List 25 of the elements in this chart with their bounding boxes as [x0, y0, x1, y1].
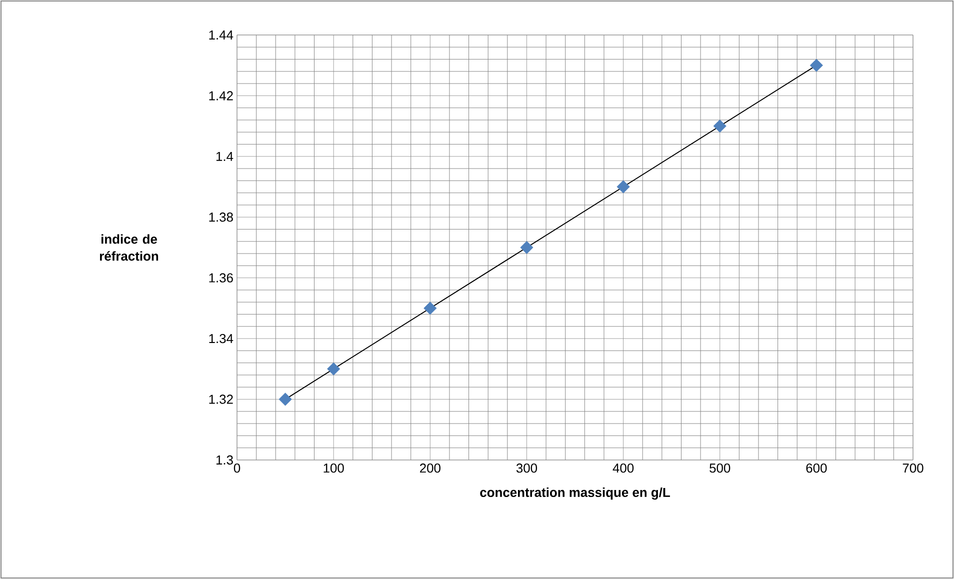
y-tick-label: 1.42 — [209, 91, 233, 100]
point — [327, 362, 340, 376]
point — [713, 120, 726, 133]
y-tick-label: 1.36 — [209, 273, 233, 282]
y-tick-label: 1.4 — [216, 152, 234, 161]
y-tick-label: 1.3 — [216, 455, 233, 465]
y-axis-title: indice de réfraction — [100, 234, 158, 261]
x-tick-label: 600 — [806, 464, 827, 473]
point — [616, 180, 630, 194]
y-tick-label: 1.44 — [209, 30, 234, 40]
x-tick-label: 0 — [234, 464, 240, 473]
point — [810, 58, 823, 72]
x-tick-label: 500 — [710, 464, 730, 473]
x-axis-title: concentration massique en g/L — [480, 488, 670, 500]
x-tick-label: 400 — [612, 464, 634, 473]
y-tick-label: 1.32 — [209, 394, 233, 404]
y-tick-label: 1.38 — [209, 212, 233, 222]
point — [424, 302, 437, 315]
x-tick-label: 200 — [420, 464, 440, 473]
x-tick-label: 700 — [902, 464, 924, 473]
y-tick-label: 1.34 — [209, 334, 234, 344]
point — [520, 240, 534, 254]
x-tick-label: 300 — [516, 464, 538, 473]
point — [278, 392, 292, 406]
x-tick-label: 100 — [324, 464, 344, 473]
